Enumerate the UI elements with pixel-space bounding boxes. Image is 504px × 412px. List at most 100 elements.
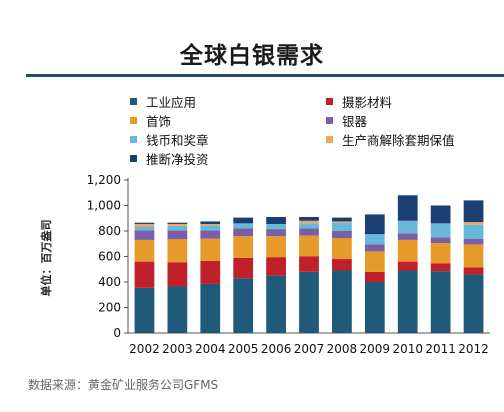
- bar-segment: [266, 216, 286, 224]
- bar-segment: [397, 239, 418, 262]
- bar-segment: [430, 237, 451, 244]
- bar-segment: [266, 229, 286, 237]
- bar-segment: [134, 223, 155, 227]
- legend-swatch: [326, 117, 333, 124]
- x-tick-label: 2012: [458, 342, 489, 356]
- bar-segment: [364, 282, 385, 333]
- bar-segment: [463, 244, 484, 268]
- bar-segment: [233, 236, 254, 258]
- y-tick-label: 1,200: [87, 173, 121, 187]
- legend-item: 银器: [326, 111, 367, 130]
- bar-segment: [200, 283, 221, 333]
- x-tick-label: 2008: [327, 342, 358, 356]
- x-tick-label: 2003: [162, 342, 193, 356]
- bar-segment: [364, 251, 385, 272]
- bar-segment: [134, 230, 155, 240]
- y-tick-label: 200: [98, 301, 121, 315]
- bar-segment: [266, 257, 286, 276]
- bar-segment: [397, 233, 418, 240]
- bar-segment: [134, 226, 155, 231]
- legend-label: 摄影材料: [342, 95, 393, 110]
- bar-segment: [332, 231, 352, 239]
- bar-segment: [200, 223, 221, 226]
- bar-segment: [430, 205, 451, 224]
- bar-segment: [332, 217, 352, 222]
- x-tick-label: 2004: [195, 342, 226, 356]
- x-tick-label: 2002: [129, 342, 160, 356]
- bar-segment: [299, 235, 319, 257]
- x-tick-label: 2005: [228, 342, 259, 356]
- source-note: 数据来源：黄金矿业服务公司GFMS: [28, 378, 219, 392]
- bar-segment: [463, 267, 484, 275]
- bar-segment: [200, 221, 221, 224]
- legend-label: 钱币和奖章: [146, 133, 209, 148]
- bar-segment: [364, 271, 385, 282]
- bar-segment: [167, 262, 188, 287]
- bar-segment: [332, 238, 352, 260]
- legend-label: 银器: [342, 114, 368, 129]
- x-tick-label: 2007: [294, 342, 325, 356]
- legend-item: 生产商解除套期保值: [326, 130, 455, 149]
- bar-segment: [134, 261, 155, 288]
- bar-segment: [200, 225, 221, 231]
- bar-segment: [233, 228, 254, 237]
- y-tick-label: 1,000: [87, 199, 121, 213]
- bar-segment: [167, 286, 188, 333]
- x-tick-label: 2006: [261, 342, 292, 356]
- legend-swatch: [130, 155, 137, 162]
- legend-label: 工业应用: [146, 95, 197, 110]
- bar-segment: [299, 216, 319, 221]
- legend-item: 推断净投资: [130, 149, 209, 168]
- legend-label: 首饰: [146, 114, 172, 129]
- legend-swatch: [326, 98, 333, 105]
- bar-segment: [397, 270, 418, 333]
- title-divider: [26, 74, 504, 77]
- bar-segment: [397, 261, 418, 271]
- bar-segment: [134, 222, 155, 224]
- x-tick-label: 2010: [392, 342, 423, 356]
- bar-segment: [299, 228, 319, 236]
- bar-segment: [266, 236, 286, 258]
- x-tick-label: 2011: [425, 342, 456, 356]
- bar-segment: [430, 263, 451, 272]
- legend-label: 推断净投资: [146, 152, 209, 167]
- bar-segment: [167, 222, 188, 224]
- bar-segment: [233, 257, 254, 279]
- bar-segment: [299, 256, 319, 272]
- bar-segment: [134, 287, 155, 333]
- legend-item: 摄影材料: [326, 92, 392, 111]
- bar-segment: [364, 244, 385, 252]
- bar-segment: [332, 270, 352, 333]
- legend-swatch: [130, 98, 137, 105]
- bar-segment: [430, 271, 451, 333]
- bar-segment: [299, 223, 319, 229]
- bar-segment: [134, 239, 155, 262]
- bar-segment: [364, 214, 385, 235]
- bar-segment: [200, 260, 221, 284]
- legend-item: 钱币和奖章: [130, 130, 209, 149]
- bar-segment: [463, 200, 484, 223]
- bar-segment: [167, 223, 188, 226]
- bar-segment: [266, 275, 286, 333]
- bar-segment: [167, 230, 188, 240]
- legend-swatch: [326, 136, 333, 143]
- chart-title: 全球白银需求: [180, 43, 324, 69]
- bar-segment: [266, 223, 286, 230]
- y-tick-label: 0: [113, 326, 121, 340]
- bar-segment: [167, 239, 188, 263]
- bar-segment: [430, 243, 451, 264]
- legend-item: 首饰: [130, 111, 171, 130]
- legend-swatch: [130, 136, 137, 143]
- bar-segment: [332, 221, 352, 223]
- bar-segment: [397, 220, 418, 234]
- bar-segment: [299, 220, 319, 224]
- bar-segment: [233, 217, 254, 224]
- x-tick-label: 2009: [360, 342, 391, 356]
- bar-segment: [233, 223, 254, 229]
- y-tick-label: 600: [98, 250, 121, 264]
- bar-segment: [200, 238, 221, 261]
- legend-swatch: [130, 117, 137, 124]
- bar-segment: [200, 230, 221, 239]
- bar-segment: [233, 278, 254, 333]
